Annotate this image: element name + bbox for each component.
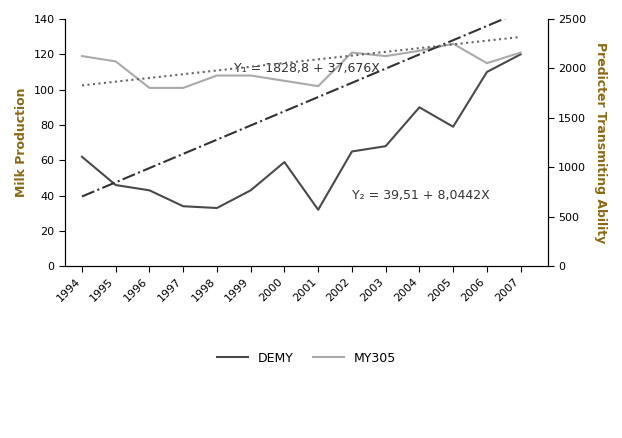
Text: Y₁ = 1828,8 + 37,676X: Y₁ = 1828,8 + 37,676X bbox=[234, 62, 379, 75]
DEMY bbox=[146, 188, 153, 193]
DEMY bbox=[517, 52, 524, 57]
MY305 bbox=[348, 50, 356, 55]
DEMY bbox=[213, 205, 221, 211]
DEMY bbox=[180, 204, 187, 209]
MY305 bbox=[415, 48, 423, 53]
DEMY bbox=[315, 207, 322, 212]
DEMY bbox=[415, 105, 423, 110]
DEMY bbox=[281, 159, 288, 165]
DEMY bbox=[247, 188, 254, 193]
Text: Y₂ = 39,51 + 8,0442X: Y₂ = 39,51 + 8,0442X bbox=[352, 189, 490, 202]
DEMY bbox=[112, 182, 119, 187]
Y-axis label: Predicter Transmiting Ability: Predicter Transmiting Ability bbox=[594, 42, 607, 243]
MY305 bbox=[517, 50, 524, 55]
DEMY bbox=[450, 124, 457, 129]
MY305 bbox=[180, 85, 187, 91]
MY305 bbox=[247, 73, 254, 78]
MY305 bbox=[112, 59, 119, 64]
Y-axis label: Milk Production: Milk Production bbox=[15, 88, 28, 198]
MY305 bbox=[450, 41, 457, 46]
MY305 bbox=[146, 85, 153, 91]
DEMY bbox=[382, 144, 389, 149]
DEMY bbox=[348, 149, 356, 154]
MY305 bbox=[281, 78, 288, 84]
MY305 bbox=[382, 53, 389, 59]
DEMY bbox=[483, 69, 491, 74]
MY305 bbox=[315, 84, 322, 89]
DEMY bbox=[78, 154, 86, 159]
Legend: DEMY, MY305: DEMY, MY305 bbox=[211, 347, 401, 370]
MY305 bbox=[78, 53, 86, 59]
Line: DEMY: DEMY bbox=[82, 54, 521, 210]
MY305 bbox=[483, 60, 491, 66]
Line: MY305: MY305 bbox=[82, 44, 521, 88]
MY305 bbox=[213, 73, 221, 78]
